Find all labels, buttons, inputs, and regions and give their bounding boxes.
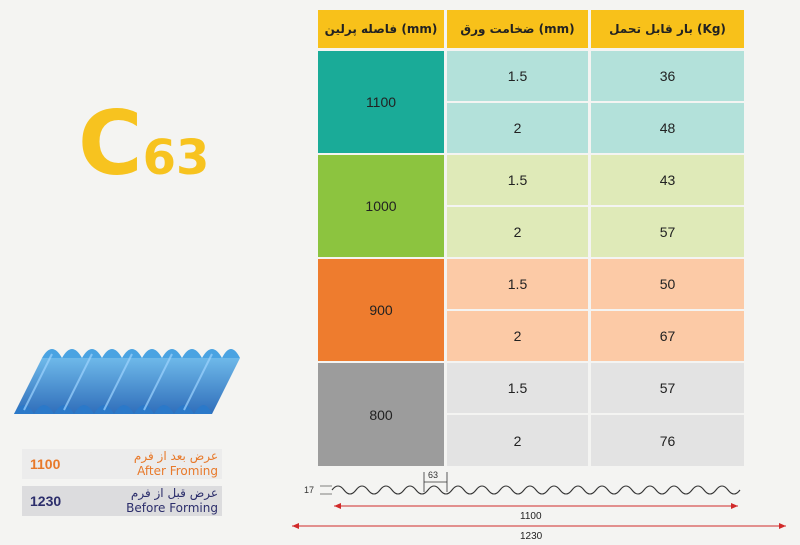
header-load: بار قابل تحمل (Kg) [591,10,744,48]
height-label: 17 [304,485,314,495]
load-table: فاصله پرلین (mm) ضخامت ورق (mm) بار قابل… [318,10,744,466]
profile-wave [331,485,741,495]
thickness-cell: 2 [447,311,588,361]
thickness-cell: 1.5 [447,259,588,309]
spacing-cell: 1000 [318,155,444,257]
load-cell: 50 [591,259,744,309]
load-cell: 43 [591,155,744,205]
before-forming-label-fa: عرض قبل از فرم [130,486,218,500]
load-cell: 36 [591,51,744,101]
load-cell: 67 [591,311,744,361]
before-width-label: 1230 [520,531,543,542]
pitch-label: 63 [428,470,438,480]
product-number: 63 [142,130,210,186]
load-cell: 57 [591,363,744,413]
thickness-cell: 1.5 [447,51,588,101]
before-forming-label-en: Before Forming [126,501,218,515]
profile-drawing: 63 17 1100 1230 [292,470,786,542]
thickness-cell: 2 [447,415,588,466]
after-forming-width: 1100 عرض بعد از فرم After Froming [22,449,222,479]
load-cell: 48 [591,103,744,153]
before-forming-value: 1230 [30,493,62,509]
spacing-cell: 900 [318,259,444,361]
thickness-cell: 2 [447,207,588,257]
header-thickness: ضخامت ورق (mm) [447,10,588,48]
after-forming-value: 1100 [30,456,61,472]
product-title: C63 [78,100,209,188]
product-letter: C [78,92,143,195]
thickness-cell: 2 [447,103,588,153]
after-width-label: 1100 [520,511,542,522]
after-forming-label-fa: عرض بعد از فرم [133,449,218,463]
thickness-cell: 1.5 [447,363,588,413]
load-cell: 76 [591,415,744,466]
thickness-cell: 1.5 [447,155,588,205]
sheet-illustration [14,349,240,414]
after-forming-label-en: After Froming [137,464,218,478]
before-forming-width: 1230 عرض قبل از فرم Before Forming [22,486,222,516]
spacing-cell: 800 [318,363,444,466]
spacing-cell: 1100 [318,51,444,153]
header-spacing: فاصله پرلین (mm) [318,10,444,48]
load-cell: 57 [591,207,744,257]
